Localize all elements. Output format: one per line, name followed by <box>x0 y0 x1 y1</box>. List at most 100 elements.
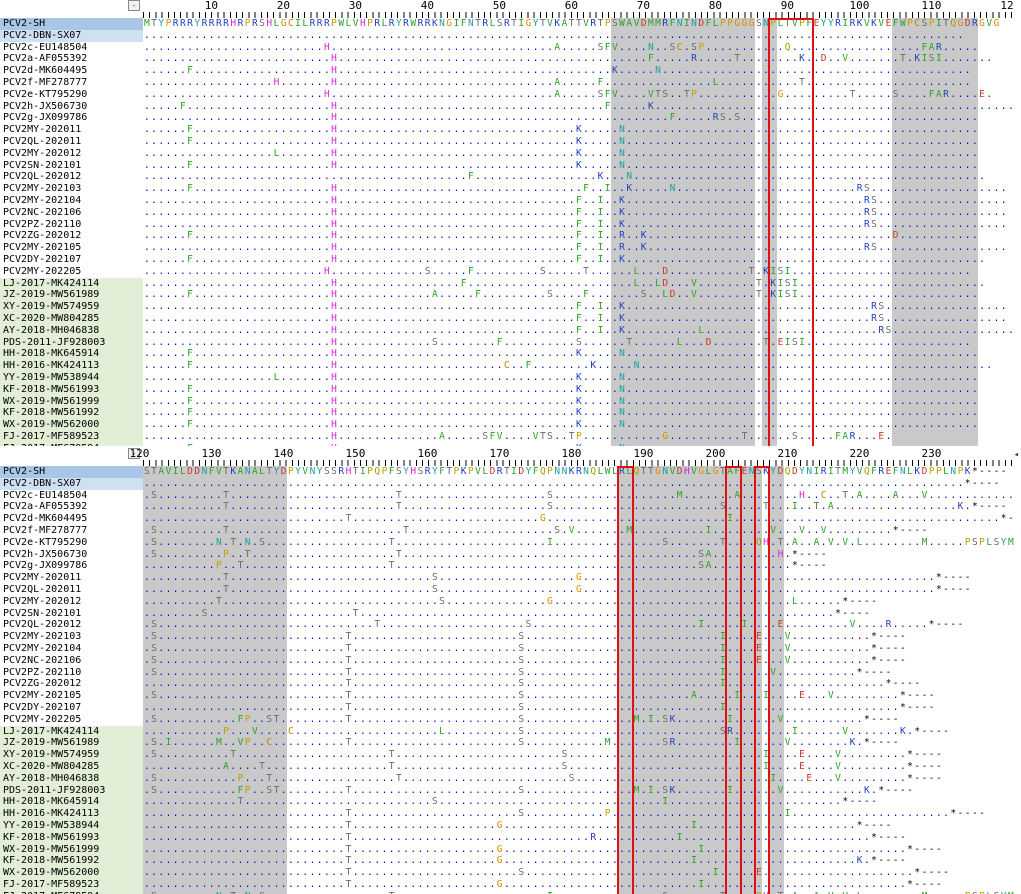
sequence-name[interactable]: PDS-2011-JF928003 <box>0 784 143 797</box>
ruler-tick-label: 10 <box>205 0 218 12</box>
sequence-name[interactable]: LJ-2017-MK424114 <box>0 725 143 738</box>
sequence-name[interactable]: PCV2e-KT795290 <box>0 89 143 101</box>
sequence-name[interactable]: PCV2MY-202105 <box>0 242 143 254</box>
ruler-tick-label: 70 <box>637 0 650 12</box>
sequence-name[interactable]: PCV2SN-202101 <box>0 608 143 620</box>
sequence-name-column: - PCV2-SH PCV2-DBN-SX07 PCV2c-EU148504 PCV2… <box>0 448 143 894</box>
sequence-name[interactable]: FJ-2017-MF589523 <box>0 879 143 891</box>
sequence-name[interactable]: FJ-2017-MF589523 <box>0 431 143 443</box>
sequence-name[interactable]: KF-2018-MW561992 <box>0 407 143 420</box>
sequence-name[interactable]: HH-2018-MK645914 <box>0 796 143 809</box>
sequence-name[interactable]: PCV2MY-202205 <box>0 266 143 278</box>
sequence-name[interactable]: PCV2-DBN-SX07 <box>0 477 143 490</box>
sequence-name[interactable]: PCV2MY-202205 <box>0 714 143 726</box>
sequence-name[interactable]: FJ-2017-MF679594 <box>0 442 143 446</box>
conserved-region-shade <box>143 466 287 894</box>
sequence-name[interactable]: WX-2019-MW561999 <box>0 843 143 856</box>
sequence-name[interactable]: PDS-2011-JF928003 <box>0 336 143 349</box>
ruler-tick-label: 190 <box>633 448 653 460</box>
sequence-name[interactable]: PCV2QL-202011 <box>0 584 143 596</box>
sequence-name[interactable]: PCV2MY-202011 <box>0 572 143 584</box>
sequence-name[interactable]: KF-2018-MW561993 <box>0 383 143 396</box>
sequence-name[interactable]: XC-2020-MW804285 <box>0 761 143 773</box>
ruler-tick-label: 120 <box>129 448 149 460</box>
sequence-name[interactable]: PCV2-SH <box>0 466 143 478</box>
sequence-name[interactable]: PCV2QL-202011 <box>0 136 143 148</box>
name-column-header: - <box>0 0 143 19</box>
sequence-name[interactable]: KF-2018-MW561992 <box>0 855 143 868</box>
conserved-region-shade <box>611 18 755 446</box>
sequence-name[interactable]: PCV2g-JX099786 <box>0 560 143 572</box>
sequence-name[interactable]: PCV2c-EU148504 <box>0 490 143 502</box>
sequence-name[interactable]: HH-2016-MK424113 <box>0 360 143 372</box>
ruler-tick-label: 160 <box>417 448 437 460</box>
sequence-name[interactable]: FJ-2017-MF679594 <box>0 890 143 894</box>
sequence-name[interactable]: KF-2018-MW561993 <box>0 831 143 844</box>
sequence-name[interactable]: PCV2MY-202012 <box>0 596 143 608</box>
sequence-name[interactable]: XC-2020-MW804285 <box>0 313 143 325</box>
sequence-name[interactable]: PCV2-SH <box>0 18 143 30</box>
sequence-name[interactable]: HH-2018-MK645914 <box>0 348 143 361</box>
sequence-name-column: - PCV2-SH PCV2-DBN-SX07 PCV2c-EU148504 PCV2… <box>0 0 143 446</box>
ruler-tick-label: 180 <box>561 448 581 460</box>
ruler-tick-label: 210 <box>777 448 797 460</box>
sequence-name[interactable]: PCV2MY-202012 <box>0 148 143 160</box>
sequence-name[interactable]: PCV2MY-202104 <box>0 195 143 207</box>
sequence-name[interactable]: PCV2a-AF055392 <box>0 501 143 513</box>
position-ruler: 120 130 140 150 160 170 180 190 200 210 220 230 <box>129 448 1015 466</box>
sequence-name[interactable]: PCV2f-MF278777 <box>0 525 143 537</box>
sequence-name[interactable]: PCV2NC-202106 <box>0 655 143 667</box>
sequence-name[interactable]: PCV2MY-202104 <box>0 643 143 655</box>
sequence-name[interactable]: YY-2019-MW538944 <box>0 372 143 384</box>
ruler-tick-label: 20 <box>277 0 290 12</box>
sequence-name[interactable]: PCV2h-JX506730 <box>0 549 143 561</box>
sequence-name[interactable]: PCV2MY-202103 <box>0 183 143 195</box>
sequence-name[interactable]: PCV2QL-202012 <box>0 171 143 183</box>
sequence-name[interactable]: PCV2PZ-202110 <box>0 667 143 679</box>
sequence-name[interactable]: LJ-2017-MK424114 <box>0 277 143 290</box>
scroll-left-arrow-icon[interactable]: ◂ <box>1014 450 1019 460</box>
sequence-name[interactable]: AY-2018-MH046838 <box>0 772 143 785</box>
sequence-name[interactable]: PCV2MY-202103 <box>0 631 143 643</box>
sequence-name[interactable]: PCV2DY-202107 <box>0 254 143 266</box>
sequence-name[interactable]: PCV2d-MK604495 <box>0 513 143 525</box>
name-column-header: - <box>0 448 143 467</box>
sequence-name[interactable]: PCV2g-JX099786 <box>0 112 143 124</box>
collapse-toggle[interactable]: - <box>128 448 140 459</box>
sequence-name[interactable]: PCV2f-MF278777 <box>0 77 143 89</box>
sequence-name[interactable]: WX-2019-MW561999 <box>0 395 143 408</box>
sequence-name[interactable]: XY-2019-MW574959 <box>0 749 143 761</box>
sequence-name[interactable]: PCV2d-MK604495 <box>0 65 143 77</box>
sequence-name[interactable]: PCV2c-EU148504 <box>0 42 143 54</box>
sequence-name[interactable]: PCV2MY-202105 <box>0 690 143 702</box>
sequence-name[interactable]: PCV2ZG-202012 <box>0 230 143 242</box>
sequence-name[interactable]: XY-2019-MW574959 <box>0 301 143 313</box>
ruler-tick-label: 150 <box>345 448 365 460</box>
sequence-name[interactable]: AY-2018-MH046838 <box>0 324 143 337</box>
sequence-name[interactable]: PCV2NC-202106 <box>0 207 143 219</box>
sequence-name[interactable]: PCV2SN-202101 <box>0 160 143 172</box>
ruler-tick-label: 200 <box>705 448 725 460</box>
sequence-name[interactable]: PCV2h-JX506730 <box>0 101 143 113</box>
sequence-name[interactable]: PCV2MY-202011 <box>0 124 143 136</box>
sequence-name[interactable]: PCV2e-KT795290 <box>0 537 143 549</box>
ruler-tick-label: 50 <box>493 0 506 12</box>
ruler-tick-label: 60 <box>565 0 578 12</box>
highlight-box <box>768 18 814 446</box>
sequence-name[interactable]: JZ-2019-MW561989 <box>0 289 143 302</box>
sequence-name[interactable]: PCV2-DBN-SX07 <box>0 29 143 42</box>
sequence-name[interactable]: PCV2ZG-202012 <box>0 678 143 690</box>
sequence-name[interactable]: WX-2019-MW562000 <box>0 867 143 879</box>
collapse-toggle[interactable]: - <box>128 0 140 11</box>
sequence-name[interactable]: PCV2DY-202107 <box>0 702 143 714</box>
sequence-name[interactable]: PCV2QL-202012 <box>0 619 143 631</box>
sequence-name[interactable]: PCV2a-AF055392 <box>0 53 143 65</box>
sequence-name[interactable]: HH-2016-MK424113 <box>0 808 143 820</box>
sequence-name[interactable]: JZ-2019-MW561989 <box>0 737 143 750</box>
sequence-name[interactable]: YY-2019-MW538944 <box>0 820 143 832</box>
ruler-tick-label: 40 <box>421 0 434 12</box>
sequence-name[interactable]: PCV2PZ-202110 <box>0 219 143 231</box>
sequence-name[interactable]: WX-2019-MW562000 <box>0 419 143 431</box>
